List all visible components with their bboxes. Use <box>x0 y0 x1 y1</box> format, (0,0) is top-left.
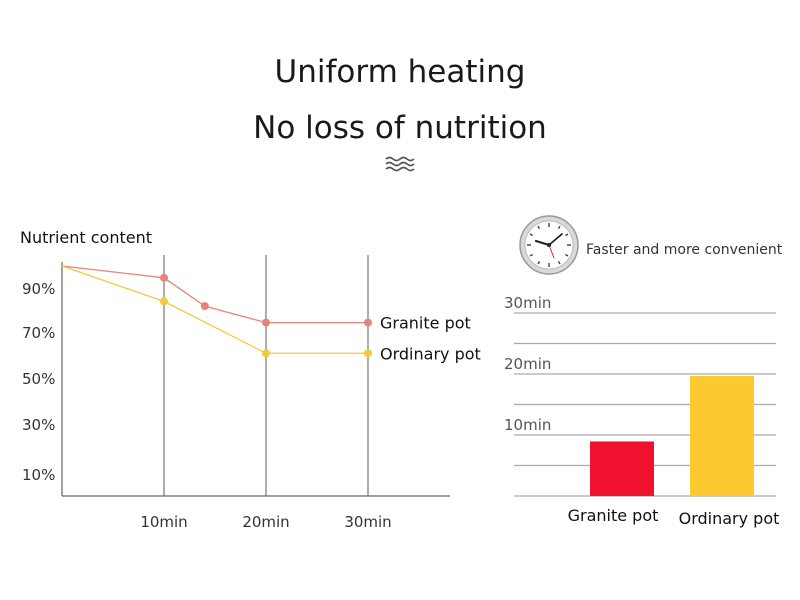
y-tick-labels: 90% 70% 50% 30% 10% <box>22 280 55 484</box>
legend-label: Granite pot <box>380 314 471 333</box>
x-tick-label: 10min <box>140 513 187 531</box>
data-point <box>262 318 270 327</box>
bar-y-tick-label: 30min <box>504 294 551 312</box>
x-tick-label: 20min <box>242 513 289 531</box>
bar-category-labels: Granite pot Ordinary pot <box>568 506 780 528</box>
bar-y-tick-label: 20min <box>504 355 551 373</box>
bar-y-tick-label: 10min <box>504 416 551 434</box>
data-point <box>364 318 372 327</box>
bar-category-label: Granite pot <box>568 506 659 525</box>
wave-icon <box>385 156 415 172</box>
headline-uniform-heating: Uniform heating <box>274 54 526 90</box>
x-tick-label: 30min <box>344 513 391 531</box>
y-tick-label: 90% <box>22 280 55 298</box>
bar-y-tick-labels: 30min 20min 10min <box>504 294 551 434</box>
y-tick-label: 30% <box>22 416 55 434</box>
y-tick-label: 50% <box>22 370 55 388</box>
bar-category-label: Ordinary pot <box>679 509 780 528</box>
clock-caption: Faster and more convenient <box>586 242 783 258</box>
nutrient-line-chart: Nutrient content 90% 70% 50% 30% 10% 10min 20… <box>20 228 481 531</box>
legend-label: Ordinary pot <box>380 344 481 363</box>
y-tick-label: 70% <box>22 324 55 342</box>
chart-series <box>61 265 372 358</box>
data-point <box>364 349 372 358</box>
cooking-time-bar-chart: 30min 20min 10min Granite pot Ordinary pot <box>504 294 780 528</box>
chart-gridlines <box>163 255 369 496</box>
bar <box>690 376 754 496</box>
chart-legend: Granite pot Ordinary pot <box>380 314 481 364</box>
data-point <box>160 297 168 306</box>
y-axis-label: Nutrient content <box>20 228 152 247</box>
data-point <box>262 349 270 358</box>
data-point <box>200 302 209 311</box>
series-line <box>61 265 368 354</box>
x-tick-labels: 10min 20min 30min <box>140 513 391 531</box>
chart-axes <box>61 262 450 497</box>
bar <box>590 441 654 496</box>
data-point <box>160 273 168 282</box>
clock-icon <box>519 215 579 275</box>
y-tick-label: 10% <box>22 466 55 484</box>
bars <box>590 376 754 496</box>
headline-no-loss-of-nutrition: No loss of nutrition <box>253 110 547 146</box>
